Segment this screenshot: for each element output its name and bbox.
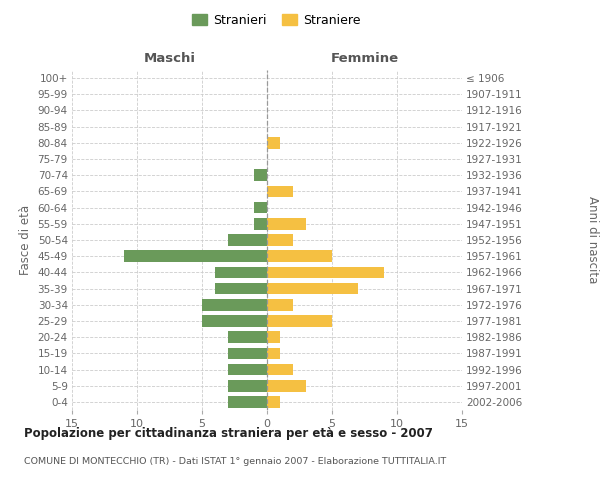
Bar	[228, 332, 267, 343]
Text: Maschi: Maschi	[143, 52, 196, 65]
Bar	[228, 348, 267, 359]
Bar	[267, 266, 384, 278]
Bar	[267, 137, 280, 148]
Bar	[267, 250, 332, 262]
Bar	[267, 234, 293, 246]
Bar	[267, 364, 293, 376]
Bar	[254, 218, 267, 230]
Bar	[267, 380, 306, 392]
Bar	[267, 282, 358, 294]
Bar	[267, 218, 306, 230]
Bar	[215, 266, 267, 278]
Bar	[228, 396, 267, 407]
Bar	[267, 396, 280, 407]
Text: Femmine: Femmine	[331, 52, 398, 65]
Text: COMUNE DI MONTECCHIO (TR) - Dati ISTAT 1° gennaio 2007 - Elaborazione TUTTITALIA: COMUNE DI MONTECCHIO (TR) - Dati ISTAT 1…	[24, 458, 446, 466]
Bar	[202, 299, 267, 310]
Bar	[228, 234, 267, 246]
Bar	[267, 332, 280, 343]
Bar	[215, 282, 267, 294]
Bar	[254, 170, 267, 181]
Bar	[267, 299, 293, 310]
Bar	[267, 186, 293, 198]
Bar	[228, 380, 267, 392]
Bar	[267, 315, 332, 327]
Bar	[124, 250, 267, 262]
Bar	[202, 315, 267, 327]
Bar	[254, 202, 267, 213]
Y-axis label: Fasce di età: Fasce di età	[19, 205, 32, 275]
Text: Popolazione per cittadinanza straniera per età e sesso - 2007: Popolazione per cittadinanza straniera p…	[24, 428, 433, 440]
Bar	[228, 364, 267, 376]
Y-axis label: Anni di nascita: Anni di nascita	[586, 196, 599, 284]
Bar	[267, 348, 280, 359]
Legend: Stranieri, Straniere: Stranieri, Straniere	[187, 8, 365, 32]
